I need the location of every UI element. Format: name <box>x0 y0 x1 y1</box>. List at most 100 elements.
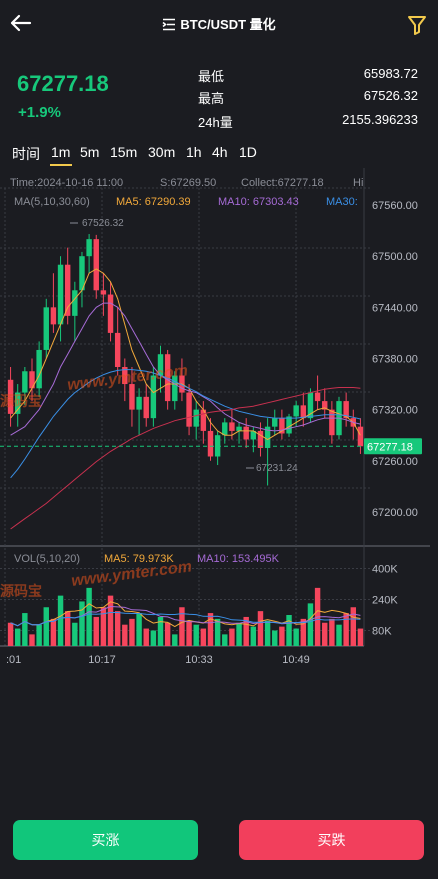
candle-body-9 <box>72 290 78 316</box>
candle-45 <box>329 401 335 444</box>
volume-bar-48 <box>350 607 357 646</box>
candle-5 <box>43 298 49 359</box>
axis-labels-layer: 67560.00 67500.00 67440.00 67380.00 67320.00… <box>6 200 418 666</box>
volume-bar-22 <box>164 622 171 646</box>
info-time: Time:2024-10-16 11:00 <box>10 177 123 189</box>
volume-bar-20 <box>150 630 157 646</box>
candle-body-3 <box>29 371 35 389</box>
volume-bar-23 <box>172 634 178 646</box>
volume-bar-37 <box>272 630 278 646</box>
price-change-percent: +1.9% <box>18 104 61 121</box>
buy-up-button[interactable]: 买涨 <box>13 820 198 860</box>
volume-bar-19 <box>143 628 149 646</box>
volume-bar-35 <box>257 611 264 646</box>
volume-bar-46 <box>336 624 342 646</box>
volume-bar-1 <box>14 628 21 646</box>
high-marker-label: 67526.32 <box>82 218 124 229</box>
price-tick-label-4: 67320.00 <box>372 405 418 417</box>
candle-29 <box>214 430 221 466</box>
candle-body-12 <box>93 239 99 291</box>
candle-body-13 <box>100 290 107 295</box>
candle-8 <box>64 247 71 325</box>
back-button[interactable] <box>8 10 34 36</box>
volume-bar-0 <box>7 622 14 646</box>
candle-body-27 <box>200 409 207 431</box>
volume-bar-34 <box>250 626 257 646</box>
list-menu-icon <box>162 18 176 31</box>
candle-body-21 <box>157 354 164 376</box>
candle-body-40 <box>293 405 299 417</box>
candlestick-chart[interactable]: 67560.00 67500.00 67440.00 67380.00 67320.00… <box>0 168 438 668</box>
volume-bar-15 <box>114 611 121 646</box>
candle-49 <box>357 418 364 454</box>
tab-5m[interactable]: 5m <box>80 144 100 160</box>
candle-26 <box>193 401 199 440</box>
candle-body-32 <box>236 426 242 431</box>
volume-bar-33 <box>243 616 249 646</box>
candle-30 <box>222 418 228 444</box>
volume-bar-18 <box>136 613 142 646</box>
candle-0 <box>7 367 14 427</box>
candle-17 <box>129 367 135 427</box>
candle-11 <box>86 234 92 274</box>
volume-bar-30 <box>222 634 228 646</box>
candle-body-36 <box>264 426 271 448</box>
filter-button[interactable] <box>406 14 428 36</box>
volume-bar-28 <box>207 613 214 646</box>
candle-23 <box>172 371 178 410</box>
tab-4h[interactable]: 4h <box>212 144 228 160</box>
volume-bar-17 <box>129 618 135 646</box>
candle-27 <box>200 401 207 444</box>
candle-4 <box>36 341 42 397</box>
tab-1d[interactable]: 1D <box>239 144 257 160</box>
volume-bar-21 <box>157 616 164 646</box>
ma30-value: MA30: <box>326 196 358 208</box>
volume-bar-5 <box>43 607 49 646</box>
current-price-tag <box>364 438 422 455</box>
candle-body-30 <box>222 422 228 436</box>
candle-body-0 <box>7 379 14 414</box>
tab-30m[interactable]: 30m <box>148 144 176 160</box>
candle-10 <box>79 251 85 308</box>
tab-1h[interactable]: 1h <box>186 144 202 160</box>
volume-bar-2 <box>22 613 28 646</box>
volume-bar-4 <box>36 624 42 646</box>
volume-bar-13 <box>100 607 107 646</box>
ma-group-label: MA(5,10,30,60) <box>14 196 90 208</box>
volume-bar-47 <box>343 613 349 646</box>
info-collect: Collect:67277.18 <box>241 177 324 189</box>
price-tick-label-5: 67260.00 <box>372 456 418 468</box>
page-title-group: BTC/USDT 量化 <box>0 14 438 33</box>
vol-ma10-value: MA10: 153.495K <box>197 553 280 565</box>
candle-body-6 <box>50 307 57 325</box>
tab-15m[interactable]: 15m <box>110 144 138 160</box>
buy-down-button[interactable]: 买跌 <box>239 820 424 860</box>
candle-25 <box>186 384 192 436</box>
candle-body-15 <box>114 332 121 367</box>
candle-7 <box>57 256 64 342</box>
time-tick-label-1: 10:17 <box>88 654 116 666</box>
volume-bar-38 <box>279 626 285 646</box>
candle-body-10 <box>79 256 85 291</box>
current-price-tag-text: 67277.18 <box>367 441 413 453</box>
candle-body-14 <box>107 294 114 333</box>
candle-9 <box>72 281 78 342</box>
timeframe-tabs: 时间 1m 5m 15m 30m 1h 4h 1D <box>0 144 438 168</box>
volume-bar-49 <box>357 628 364 646</box>
tab-time[interactable]: 时间 <box>12 146 40 162</box>
volume-tick-label-0: 400K <box>372 564 398 576</box>
candle-body-17 <box>129 384 135 410</box>
price-tick-label-2: 67440.00 <box>372 302 418 314</box>
stat-volume-value: 2155.396233 <box>342 112 418 127</box>
ma5-value: MA5: 67290.39 <box>116 196 191 208</box>
candle-body-26 <box>193 409 199 427</box>
volume-bar-14 <box>107 595 114 646</box>
volume-bar-7 <box>57 595 64 646</box>
candle-body-19 <box>143 396 149 419</box>
candle-body-28 <box>207 430 214 457</box>
candle-33 <box>243 418 249 448</box>
candle-body-31 <box>229 422 235 431</box>
tab-1m[interactable]: 1m <box>51 144 71 160</box>
candle-6 <box>50 273 57 333</box>
candle-body-47 <box>343 401 349 419</box>
